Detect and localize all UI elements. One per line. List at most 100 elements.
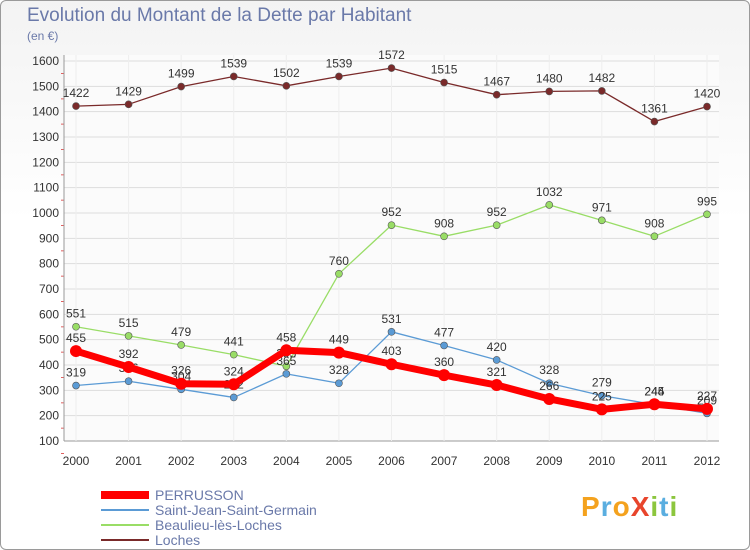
data-label: 477: [434, 325, 454, 339]
x-tick-label: 2005: [326, 454, 353, 468]
y-tick-label: 700: [39, 282, 59, 296]
data-label: 279: [592, 376, 612, 390]
data-point: [282, 370, 291, 378]
data-label: 1429: [115, 84, 142, 98]
data-label: 479: [171, 325, 191, 339]
data-point: [438, 369, 451, 382]
data-point: [70, 345, 82, 358]
data-label: 1539: [220, 56, 247, 70]
legend-label: Loches: [155, 531, 201, 548]
logo-letter: P: [581, 491, 601, 522]
data-label: 1467: [483, 75, 510, 89]
data-point: [124, 100, 133, 109]
x-tick-label: 2001: [115, 454, 142, 468]
data-label: 449: [329, 333, 349, 347]
data-label: 1515: [431, 63, 458, 77]
legend-item: PERRUSSON: [101, 486, 317, 503]
x-tick-label: 2009: [536, 454, 563, 468]
data-label: 1499: [168, 67, 195, 81]
data-point: [440, 341, 448, 350]
data-point: [440, 78, 448, 87]
data-label: 531: [381, 312, 401, 326]
data-point: [124, 377, 133, 386]
data-point: [387, 64, 396, 72]
logo-letter: o: [612, 491, 631, 522]
data-label: 551: [66, 307, 86, 321]
data-label: 1032: [536, 185, 563, 199]
data-label: 1480: [536, 71, 563, 85]
data-point: [598, 216, 606, 225]
data-label: 995: [697, 194, 717, 208]
data-label: 458: [276, 330, 296, 344]
data-label: 908: [644, 216, 664, 230]
data-label: 1482: [588, 71, 615, 85]
y-tick-label: 1100: [33, 181, 59, 195]
y-tick-label: 100: [39, 434, 59, 448]
data-label: 319: [66, 366, 86, 380]
data-point: [545, 201, 554, 209]
data-point: [440, 232, 448, 241]
data-label: 244: [644, 385, 664, 399]
data-point: [543, 392, 556, 405]
data-point: [229, 72, 238, 81]
data-point: [492, 356, 501, 364]
data-point: [598, 391, 606, 400]
data-label: 1502: [273, 66, 300, 80]
legend-swatch: [101, 523, 149, 526]
data-point: [492, 221, 501, 229]
data-label: 227: [697, 389, 717, 403]
data-label: 952: [487, 205, 507, 219]
data-label: 455: [66, 331, 86, 345]
data-label: 360: [434, 355, 454, 369]
data-label: 225: [592, 389, 612, 403]
y-tick-label: 200: [39, 409, 59, 423]
data-point: [492, 90, 501, 99]
y-tick-label: 1400: [32, 105, 59, 119]
data-label: 1420: [694, 87, 721, 101]
logo-letter: i: [650, 491, 660, 522]
legend-label: PERRUSSON: [155, 486, 244, 503]
logo-letter: r: [600, 491, 613, 522]
data-point: [545, 379, 554, 388]
data-label: 1539: [326, 56, 353, 70]
data-label: 1361: [641, 102, 668, 116]
y-tick-label: 600: [39, 307, 59, 321]
data-label: 1572: [378, 48, 405, 62]
legend-label: Beaulieu-lès-Loches: [155, 516, 282, 533]
data-label: 328: [329, 363, 349, 377]
y-tick-label: 300: [39, 383, 59, 397]
data-label: 392: [119, 347, 139, 361]
y-tick-label: 1200: [32, 155, 59, 169]
x-tick-label: 2004: [273, 454, 300, 468]
data-point: [72, 381, 80, 390]
data-label: 441: [224, 335, 244, 349]
data-label: 321: [487, 365, 507, 379]
y-tick-label: 1500: [32, 79, 59, 93]
data-label: 266: [539, 379, 559, 393]
data-point: [332, 346, 345, 359]
data-point: [490, 379, 503, 392]
logo-letter: i: [669, 491, 679, 522]
y-tick-label: 1000: [32, 206, 59, 220]
logo-letter: t: [659, 491, 670, 522]
legend-swatch: [101, 538, 149, 541]
x-tick-label: 2008: [483, 454, 510, 468]
data-label: 971: [592, 200, 612, 214]
y-tick-label: 500: [39, 333, 59, 347]
data-point: [703, 210, 711, 219]
data-point: [124, 332, 133, 340]
data-label: 760: [329, 254, 349, 268]
y-tick-label: 400: [39, 358, 59, 372]
x-tick-label: 2002: [168, 454, 195, 468]
legend-swatch: [101, 508, 149, 511]
data-point: [229, 393, 238, 402]
y-tick-label: 900: [39, 231, 59, 245]
data-point: [648, 398, 661, 411]
data-label: 328: [539, 363, 559, 377]
data-point: [650, 232, 659, 241]
proxiti-logo: ProXiti: [581, 491, 678, 523]
x-tick-label: 2007: [431, 454, 458, 468]
data-point: [282, 82, 291, 90]
